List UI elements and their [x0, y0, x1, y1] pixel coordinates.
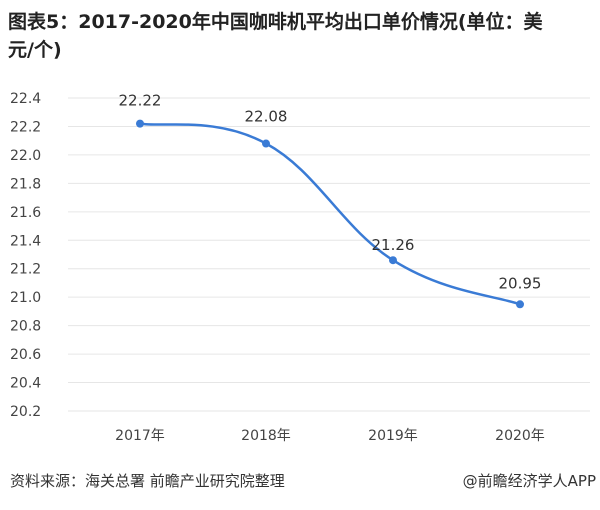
y-tick-label: 20.8	[10, 319, 41, 335]
data-label: 22.08	[245, 108, 288, 126]
series-line	[139, 122, 521, 306]
data-label: 22.22	[119, 92, 162, 110]
y-tick-label: 20.6	[10, 347, 41, 363]
y-tick-label: 22.0	[10, 148, 41, 164]
y-tick-label: 21.4	[10, 233, 41, 249]
y-tick-label: 20.4	[10, 376, 41, 392]
y-tick-label: 21.6	[10, 205, 41, 221]
y-tick-label: 21.8	[10, 176, 41, 192]
data-label: 21.26	[372, 236, 415, 254]
data-point	[262, 139, 270, 148]
chart-title: 图表5：2017-2020年中国咖啡机平均出口单价情况(单位：美元/个)	[8, 11, 543, 61]
credit-note: @前瞻经济学人APP	[462, 472, 596, 490]
x-tick-label: 2019年	[368, 428, 418, 444]
data-label: 20.95	[499, 274, 542, 292]
data-point	[389, 256, 397, 265]
data-point	[516, 300, 524, 309]
y-tick-label: 22.4	[10, 91, 41, 107]
x-tick-label: 2018年	[241, 428, 291, 444]
x-tick-label: 2017年	[115, 428, 165, 444]
y-tick-label: 21.2	[10, 262, 41, 278]
data-point	[136, 119, 144, 128]
source-note: 资料来源：海关总署 前瞻产业研究院整理	[10, 472, 285, 490]
y-tick-label: 20.2	[10, 404, 41, 420]
y-tick-label: 22.2	[10, 119, 41, 135]
x-tick-label: 2020年	[495, 428, 545, 444]
y-tick-label: 21.0	[10, 290, 41, 306]
